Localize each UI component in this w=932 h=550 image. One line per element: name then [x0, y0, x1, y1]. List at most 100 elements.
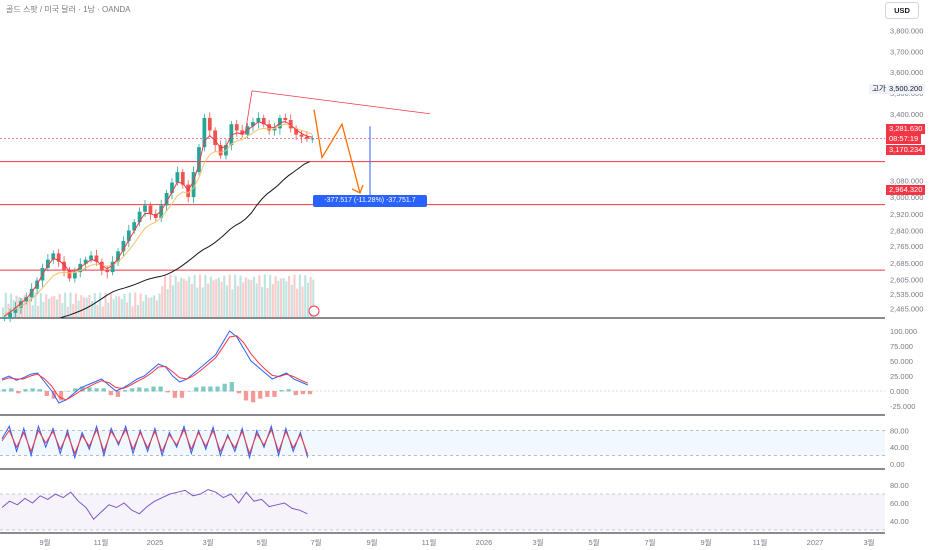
candle-body: [251, 122, 255, 127]
price-y-tick: 2,465.000: [890, 305, 923, 314]
volume-bar: [236, 285, 239, 318]
candle-body: [143, 205, 147, 212]
macd-histogram-bar: [300, 391, 306, 395]
volume-bar: [177, 281, 180, 318]
volume-bar: [99, 292, 102, 318]
volume-bar: [58, 293, 61, 318]
x-tick-label: 5월: [256, 537, 267, 547]
volume-bar: [204, 275, 207, 318]
stochastic-y-tick: 80.00: [890, 426, 909, 435]
candle-body: [234, 124, 239, 131]
volume-bar: [7, 303, 10, 318]
volume-bar: [158, 293, 161, 318]
macd-y-tick: 75.000: [890, 342, 913, 351]
volume-bar: [161, 286, 164, 318]
volume-bar: [231, 289, 234, 318]
candle-body: [164, 192, 169, 206]
oscillator-band: [0, 494, 885, 530]
volume-bar: [174, 275, 177, 318]
currency-button[interactable]: USD: [885, 2, 919, 19]
high-label-tag: 고가: [869, 84, 889, 94]
macd-histogram-bar: [144, 388, 149, 392]
candle-body: [191, 172, 196, 198]
candle-body: [13, 307, 18, 313]
volume-bar: [155, 300, 158, 318]
macd-histogram-bar: [16, 391, 21, 394]
volume-bar: [115, 296, 118, 318]
volume-bar: [61, 303, 64, 318]
volume-bar: [10, 293, 13, 318]
candle-body: [2, 318, 7, 319]
macd-histogram-bar: [265, 391, 270, 397]
volume-bar: [82, 297, 86, 318]
volume-bar: [171, 285, 175, 318]
volume-bar: [2, 307, 5, 318]
volume-bar: [166, 289, 169, 318]
stochastic-d-line: [1, 428, 309, 456]
candle-body: [137, 211, 142, 223]
volume-bar: [290, 284, 293, 318]
x-axis: 9월 11월 2025 3월 5월 7월 9월 11월 2026 3월 5월 7월 9월 11월 2027 3…: [39, 537, 874, 547]
volume-bar: [169, 274, 172, 318]
volume-bar: [42, 302, 45, 318]
volume-bar: [250, 280, 253, 318]
macd-histogram-bar: [37, 389, 42, 392]
symbol-title: 골드 스팟 / 미국 달러 · 1남 · OANDA: [6, 5, 131, 14]
volume-bar: [301, 286, 304, 318]
candle-body: [8, 312, 12, 318]
candle-body: [207, 117, 212, 131]
macd-histogram-bar: [158, 386, 163, 392]
volume-bar: [255, 283, 258, 318]
volume-bar: [261, 287, 264, 318]
candle-body: [261, 117, 266, 125]
macd-histogram-bar: [286, 389, 291, 392]
rsi-y-tick: 40.00: [890, 517, 909, 526]
candle-body: [29, 288, 34, 298]
candle-body: [126, 230, 131, 241]
measure-label: -377.517 (-11.28%) -37,751.7: [313, 195, 427, 207]
macd-histogram-bar: [194, 387, 199, 392]
volume-bar: [182, 278, 185, 318]
volume-bar: [263, 274, 266, 318]
candle-body: [45, 259, 50, 268]
volume-bar: [296, 288, 299, 318]
candle-body: [299, 134, 304, 137]
volume-bar: [66, 306, 69, 318]
volume-bar: [258, 275, 261, 318]
macd-histogram-bar: [165, 391, 170, 393]
macd-histogram-bar: [215, 386, 220, 392]
candle-body: [132, 222, 137, 231]
macd-histogram-bar: [272, 391, 277, 397]
high-value-tag: 3,500.200: [886, 84, 926, 94]
volume-bar: [37, 305, 40, 318]
candle-body: [283, 117, 288, 121]
rsi-y-tick: 80.00: [890, 481, 909, 490]
candle-body: [18, 301, 23, 308]
price-y-tick: 2,685.000: [890, 259, 923, 268]
macd-histogram-bar: [73, 388, 78, 392]
candle-body: [213, 130, 218, 146]
macd-histogram-bar: [87, 387, 92, 392]
price-y-tick: 2,920.000: [890, 210, 923, 219]
candle-body: [51, 253, 56, 260]
volume-bar: [269, 274, 272, 318]
volume-bar: [101, 306, 104, 318]
candle-body: [94, 255, 99, 262]
volume-bar: [107, 302, 110, 318]
candle-body: [83, 259, 88, 264]
x-tick-label: 11월: [422, 537, 437, 547]
price-y-tick: 2,535.000: [890, 290, 923, 299]
macd-y-tick: 50.000: [890, 357, 913, 366]
rsi-panel: 80.00 60.00 40.00: [0, 481, 909, 534]
left-trendline: [244, 90, 253, 135]
macd-y-tick: -25.000: [890, 402, 915, 411]
price-y-tick: 3,000.000: [890, 193, 923, 202]
macd-panel: 100.000 75.000 50.000 25.000 0.000 -25.000: [0, 327, 917, 416]
macd-line: [1, 330, 309, 404]
volume-bar: [309, 277, 312, 318]
volume-bar: [50, 296, 53, 318]
volume-bar: [134, 292, 137, 318]
macd-histogram-bar: [94, 388, 99, 392]
volume-bar: [190, 283, 193, 318]
